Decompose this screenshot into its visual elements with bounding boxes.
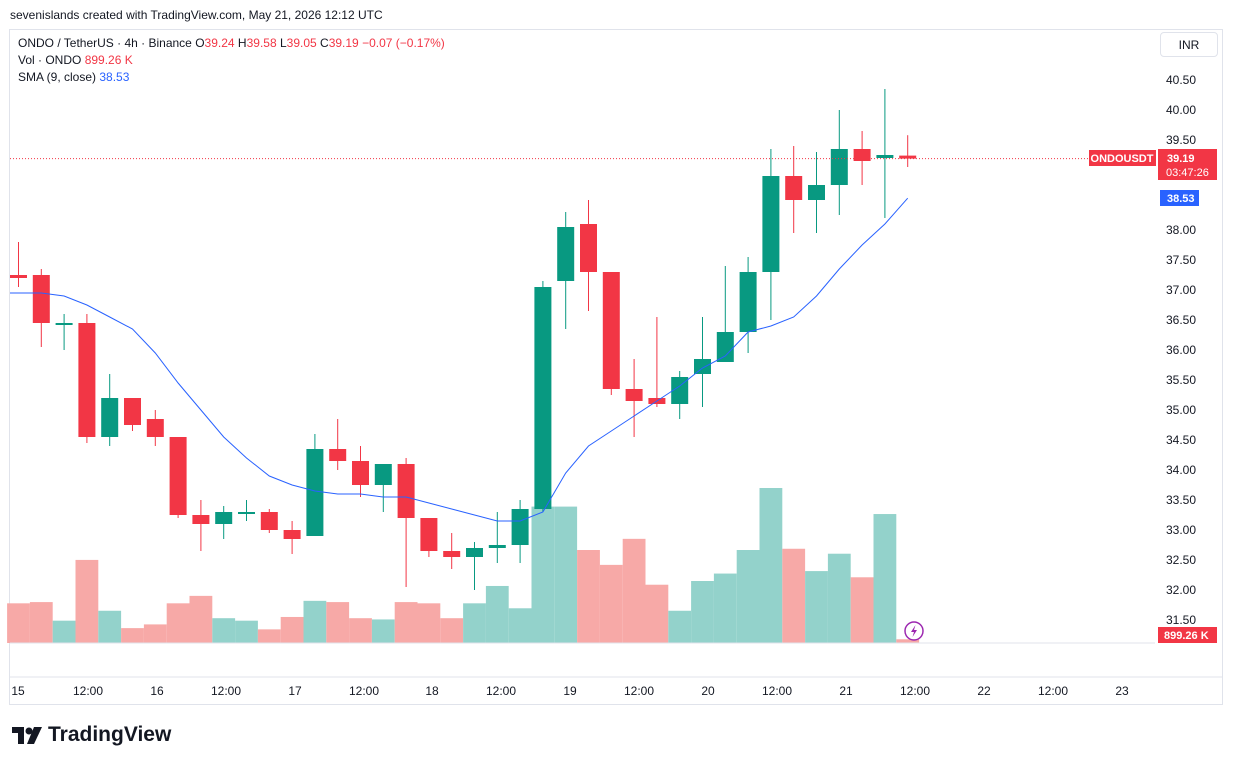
low-label: L bbox=[279, 36, 287, 50]
high-label: H bbox=[237, 36, 247, 50]
sma-label[interactable]: SMA (9, close) bbox=[18, 70, 97, 84]
chart-legend: ONDO / TetherUS · 4h · Binance O39.24 H3… bbox=[18, 35, 445, 86]
high-value: 39.58 bbox=[246, 36, 277, 50]
chart-frame bbox=[9, 29, 1223, 705]
tradingview-brand-text: TradingView bbox=[48, 723, 172, 746]
volume-label[interactable]: Vol · ONDO bbox=[18, 53, 82, 67]
open-label: O bbox=[195, 36, 205, 50]
symbol-legend-row: ONDO / TetherUS · 4h · Binance O39.24 H3… bbox=[18, 35, 445, 52]
close-label: C bbox=[320, 36, 329, 50]
volume-value: 899.26 K bbox=[84, 53, 133, 67]
tradingview-logo[interactable]: TradingView bbox=[12, 723, 171, 747]
chart-credit: sevenislands created with TradingView.co… bbox=[10, 8, 383, 22]
sma-value: 38.53 bbox=[99, 70, 130, 84]
tradingview-logo-icon bbox=[12, 726, 42, 744]
currency-button[interactable]: INR bbox=[1160, 32, 1218, 57]
sma-legend-row: SMA (9, close) 38.53 bbox=[18, 69, 445, 86]
change-value: −0.07 (−0.17%) bbox=[362, 36, 445, 50]
open-value: 39.24 bbox=[204, 36, 235, 50]
low-value: 39.05 bbox=[286, 36, 317, 50]
volume-legend-row: Vol · ONDO 899.26 K bbox=[18, 52, 445, 69]
close-value: 39.19 bbox=[328, 36, 359, 50]
symbol-label[interactable]: ONDO / TetherUS · 4h · Binance bbox=[18, 36, 192, 50]
